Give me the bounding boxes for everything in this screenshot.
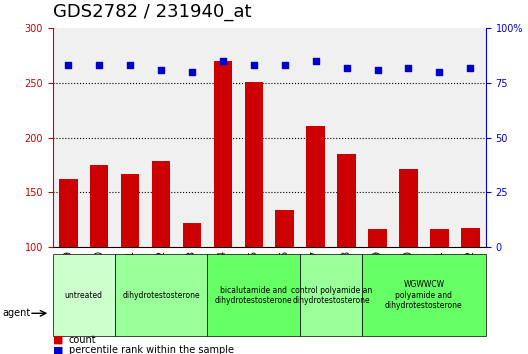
Bar: [152, 160, 171, 247]
Point: [188, 69, 196, 75]
Bar: [399, 169, 418, 247]
Bar: [461, 228, 479, 247]
Text: dihydrotestosterone: dihydrotestosterone: [122, 291, 200, 300]
Bar: [430, 229, 449, 247]
Point: [280, 63, 289, 68]
Bar: [244, 82, 263, 247]
Text: GDS2782 / 231940_at: GDS2782 / 231940_at: [53, 3, 251, 21]
Bar: [337, 154, 356, 247]
Text: control polyamide an
dihydrotestosterone: control polyamide an dihydrotestosterone: [290, 286, 372, 305]
FancyBboxPatch shape: [115, 255, 208, 336]
Point: [312, 58, 320, 64]
Point: [95, 63, 103, 68]
FancyBboxPatch shape: [362, 255, 486, 336]
Bar: [90, 165, 108, 247]
Bar: [121, 174, 139, 247]
Text: agent: agent: [3, 308, 31, 318]
Bar: [183, 223, 201, 247]
Text: percentile rank within the sample: percentile rank within the sample: [69, 346, 233, 354]
Point: [435, 69, 444, 75]
Text: count: count: [69, 335, 96, 345]
Point: [404, 65, 413, 70]
Bar: [276, 210, 294, 247]
Point: [64, 63, 72, 68]
Text: untreated: untreated: [65, 291, 103, 300]
Point: [219, 58, 227, 64]
Bar: [368, 229, 387, 247]
Point: [466, 65, 475, 70]
FancyBboxPatch shape: [208, 255, 300, 336]
Point: [373, 67, 382, 73]
Point: [126, 63, 134, 68]
Text: ■: ■: [53, 335, 63, 345]
Bar: [214, 61, 232, 247]
FancyBboxPatch shape: [53, 255, 115, 336]
Bar: [306, 126, 325, 247]
FancyBboxPatch shape: [300, 255, 362, 336]
Bar: [59, 179, 78, 247]
Point: [157, 67, 165, 73]
Point: [342, 65, 351, 70]
Point: [250, 63, 258, 68]
Text: ■: ■: [53, 346, 63, 354]
Text: bicalutamide and
dihydrotestosterone: bicalutamide and dihydrotestosterone: [215, 286, 293, 305]
Text: WGWWCW
polyamide and
dihydrotestosterone: WGWWCW polyamide and dihydrotestosterone: [385, 280, 463, 310]
